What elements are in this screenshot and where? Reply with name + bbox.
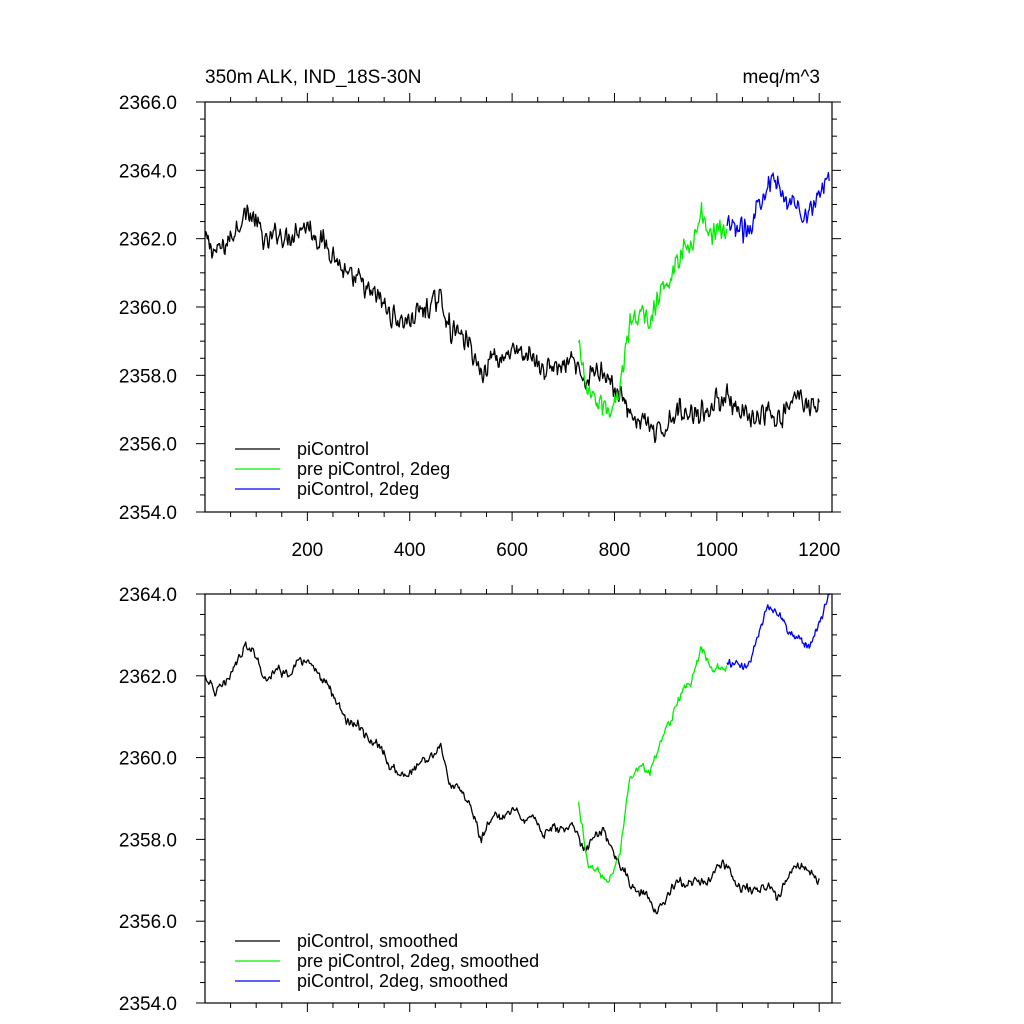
- y-tick-label: 2356.0: [119, 912, 177, 933]
- y-tick-label: 2362.0: [119, 667, 177, 688]
- bottom-chart: 2354.0 2356.0 2358.0 2360.0 2362.0 2364.0 piCo…: [119, 585, 841, 1015]
- top-chart: 200 400 600 800 1000 1200 2354.0 2356.0 2358.0 23…: [119, 93, 841, 561]
- y-tick-label: 2360.0: [119, 749, 177, 770]
- y-tick-label: 2364.0: [119, 585, 177, 606]
- x-tick-label: 400: [394, 540, 426, 561]
- y-tick-label: 2358.0: [119, 830, 177, 851]
- series-line-picontrol-2deg: [726, 171, 830, 244]
- legend-label: pre piControl, 2deg: [297, 459, 450, 479]
- x-tick-label: 1200: [798, 540, 840, 561]
- series-line-picontrol-smoothed: [205, 641, 820, 915]
- y-tick-label: 2354.0: [119, 994, 177, 1015]
- series-line-pre-picontrol-2deg-smoothed: [577, 646, 728, 883]
- legend-label: pre piControl, 2deg, smoothed: [297, 951, 539, 971]
- legend-label: piControl, 2deg: [297, 479, 419, 499]
- legend-label: piControl: [297, 439, 369, 459]
- y-tick-label: 2366.0: [119, 93, 177, 114]
- y-tick-label: 2360.0: [119, 298, 177, 319]
- top-chart-title-left: 350m ALK, IND_18S-30N: [205, 67, 422, 88]
- y-tick-label: 2356.0: [119, 435, 177, 456]
- top-chart-title-right: meq/m^3: [742, 67, 820, 88]
- series-line-pre-picontrol-2deg: [577, 201, 728, 418]
- series-line-picontrol-2deg-smoothed: [726, 594, 830, 671]
- y-tick-label: 2354.0: [119, 503, 177, 524]
- legend-label: piControl, 2deg, smoothed: [297, 971, 508, 991]
- y-tick-label: 2362.0: [119, 230, 177, 251]
- x-tick-label: 800: [599, 540, 631, 561]
- x-tick-label: 200: [292, 540, 324, 561]
- x-tick-label: 1000: [696, 540, 738, 561]
- x-tick-label: 600: [496, 540, 528, 561]
- y-tick-label: 2364.0: [119, 161, 177, 182]
- y-tick-label: 2358.0: [119, 366, 177, 387]
- legend-label: piControl, smoothed: [297, 931, 458, 951]
- series-line-picontrol: [205, 204, 820, 444]
